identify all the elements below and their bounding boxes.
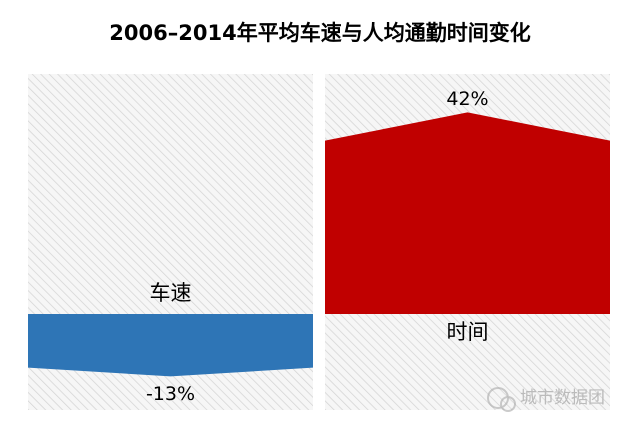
bar: [325, 112, 610, 315]
watermark-icon: [487, 387, 516, 412]
chart-title: 2006–2014年平均车速与人均通勤时间变化: [109, 21, 530, 45]
bar: [28, 314, 313, 377]
category-label: 时间: [447, 320, 489, 344]
category-label: 车速: [150, 281, 192, 305]
value-label: 42%: [446, 88, 488, 110]
watermark: 城市数据团: [520, 388, 605, 408]
value-label: -13%: [146, 383, 195, 405]
